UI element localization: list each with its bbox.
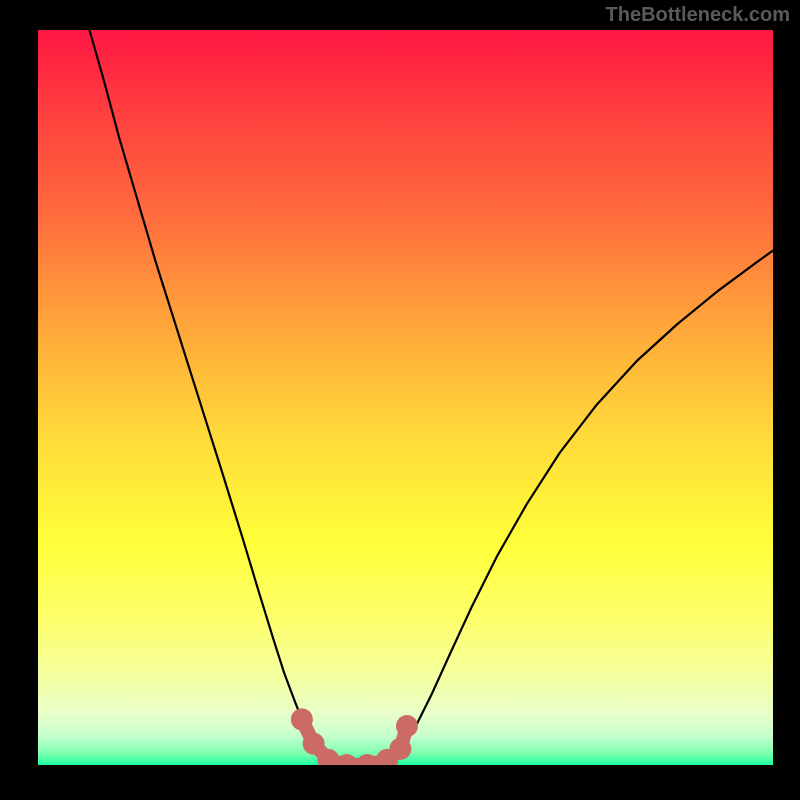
bottleneck-chart: [38, 30, 773, 765]
watermark-text: TheBottleneck.com: [606, 4, 790, 27]
gradient-background: [38, 30, 773, 765]
marker-point: [396, 715, 418, 737]
chart-container: TheBottleneck.com: [0, 0, 800, 800]
marker-point: [291, 708, 313, 730]
marker-point: [389, 738, 411, 760]
